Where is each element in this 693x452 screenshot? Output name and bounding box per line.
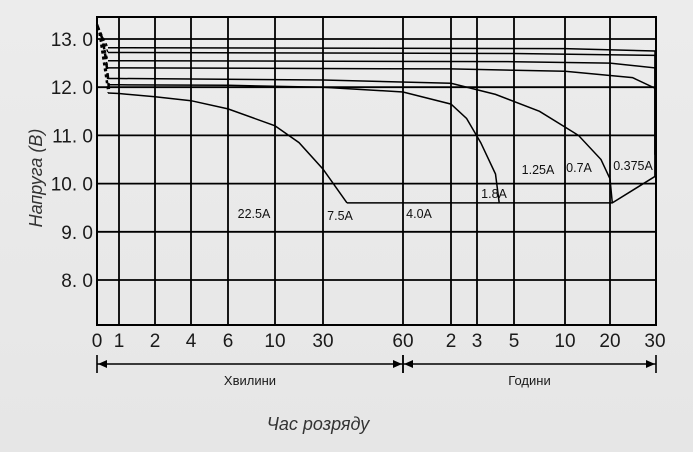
x-tick-label: 5 — [509, 331, 520, 352]
initial-dash — [97, 26, 109, 53]
curve-label: 4.0A — [406, 207, 432, 221]
x-tick-label: 10 — [554, 331, 575, 352]
segment-arrow-right — [646, 360, 655, 368]
grid-lines — [96, 16, 657, 373]
y-axis-label: Напруга (В) — [26, 129, 46, 228]
series-line — [108, 46, 656, 155]
y-tick-label: 9. 0 — [61, 223, 93, 244]
segment-label: Хвилини — [224, 373, 276, 388]
cutoff-voltage-line — [347, 154, 656, 204]
curve-label: 0.7A — [566, 161, 592, 175]
curve-label: 7.5A — [327, 209, 353, 223]
segment-arrow-right — [393, 360, 402, 368]
curve-label: 22.5A — [238, 207, 271, 221]
y-tick-label: 13. 0 — [51, 30, 93, 51]
x-tick-label: 60 — [392, 331, 413, 352]
y-tick-label: 12. 0 — [51, 78, 93, 99]
x-tick-label: 2 — [150, 331, 161, 352]
initial-dash — [97, 26, 109, 94]
series-line — [107, 92, 348, 204]
plot-frame — [96, 16, 657, 326]
x-tick-label: 1 — [114, 331, 125, 352]
initial-dash — [97, 26, 109, 48]
curve-label: 1.8A — [481, 187, 507, 201]
segment-arrow-left — [404, 360, 413, 368]
tick-labels: 13. 0 12. 0 11. 0 10. 0 9. 0 8. 0 0 1 2 4 6 10 30 60 2… — [51, 30, 666, 388]
x-tick-label: 30 — [312, 331, 333, 352]
y-tick-label: 11. 0 — [52, 126, 93, 147]
x-axis-label: Час розряду — [267, 414, 370, 434]
x-tick-label: 20 — [599, 331, 620, 352]
x-tick-label: 6 — [223, 331, 234, 352]
initial-dash — [97, 26, 109, 85]
x-tick-label: 2 — [446, 331, 457, 352]
x-tick-label: 30 — [644, 331, 665, 352]
y-tick-label: 8. 0 — [61, 271, 93, 292]
x-tick-label: 10 — [264, 331, 285, 352]
series-lines — [95, 24, 656, 204]
curve-label: 1.25A — [522, 163, 555, 177]
curve-label: 0.375A — [613, 159, 653, 173]
segment-arrow-left — [98, 360, 107, 368]
x-tick-label: 4 — [186, 331, 197, 352]
y-tick-label: 10. 0 — [51, 175, 93, 196]
x-tick-label: 3 — [472, 331, 483, 352]
series-line — [108, 84, 500, 203]
series-line — [108, 77, 614, 203]
segment-label: Години — [508, 373, 550, 388]
series-line — [108, 59, 656, 155]
x-tick-label: 0 — [92, 331, 103, 352]
